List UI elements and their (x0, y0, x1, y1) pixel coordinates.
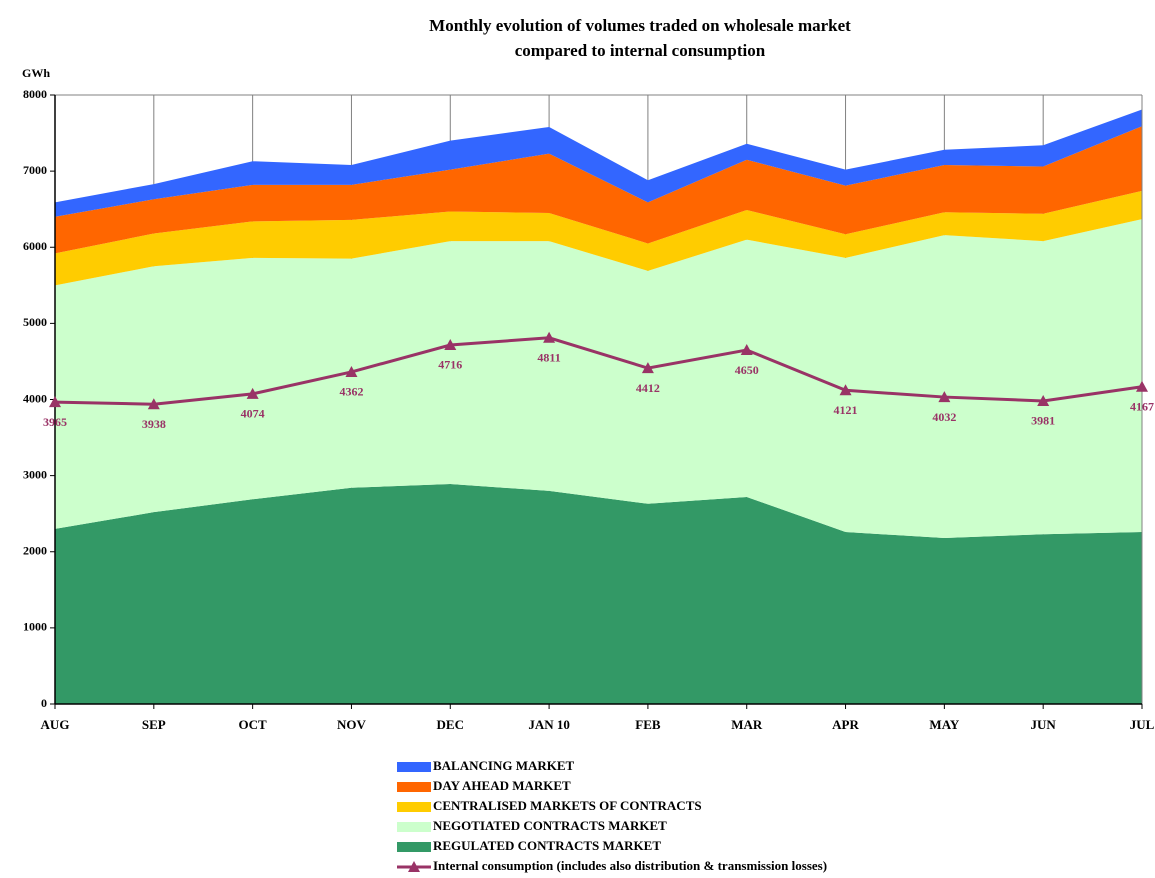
data-label: 4032 (932, 410, 956, 424)
x-tick-label: JAN 10 (528, 717, 570, 732)
y-tick-label: 5000 (23, 315, 47, 329)
line-marker (444, 338, 457, 350)
data-label: 4167 (1130, 400, 1154, 414)
x-tick-label: MAY (929, 717, 959, 732)
legend-label: REGULATED CONTRACTS MARKET (433, 838, 661, 853)
legend-label: NEGOTIATED CONTRACTS MARKET (433, 818, 667, 833)
chart-title: Monthly evolution of volumes traded on w… (429, 16, 851, 35)
line-marker (1037, 394, 1050, 406)
x-tick-label: OCT (239, 717, 268, 732)
x-tick-label: MAR (731, 717, 763, 732)
y-tick-label: 4000 (23, 391, 47, 405)
data-label: 4412 (636, 381, 660, 395)
line-marker (345, 365, 358, 377)
x-tick-label: DEC (437, 717, 464, 732)
data-label: 3938 (142, 417, 166, 431)
y-tick-label: 2000 (23, 544, 47, 558)
line-marker (740, 344, 753, 356)
line-marker (543, 331, 556, 343)
data-label: 4362 (339, 385, 363, 399)
y-tick-label: 8000 (23, 87, 47, 101)
area (55, 109, 1142, 217)
area (55, 219, 1142, 539)
legend-swatch (397, 782, 431, 792)
area (55, 126, 1142, 254)
data-label: 4121 (834, 403, 858, 417)
legend-label: Internal consumption (includes also dist… (433, 858, 827, 873)
line-marker (49, 396, 61, 408)
data-label: 3965 (43, 415, 67, 429)
data-label: 4716 (438, 358, 462, 372)
x-tick-label: FEB (635, 717, 661, 732)
y-axis-label: GWh (22, 66, 50, 80)
legend-label: DAY AHEAD MARKET (433, 778, 571, 793)
line-marker (246, 387, 259, 399)
x-tick-label: NOV (337, 717, 367, 732)
line-marker (641, 362, 654, 374)
legend-swatch (397, 822, 431, 832)
line-marker (1136, 380, 1148, 392)
data-label: 4074 (241, 407, 265, 421)
x-tick-label: JUL (1130, 717, 1155, 732)
chart-title: compared to internal consumption (515, 41, 766, 60)
line-marker (839, 384, 852, 396)
y-tick-label: 7000 (23, 163, 47, 177)
y-tick-label: 0 (41, 696, 47, 710)
x-tick-label: APR (832, 717, 859, 732)
area (55, 483, 1142, 704)
data-label: 3981 (1031, 414, 1055, 428)
y-tick-label: 6000 (23, 239, 47, 253)
area (55, 190, 1142, 286)
y-tick-label: 3000 (23, 467, 47, 481)
data-label: 4650 (735, 363, 759, 377)
data-label: 4811 (537, 351, 560, 365)
legend-swatch (397, 762, 431, 772)
line (54, 336, 1143, 406)
legend-label: BALANCING MARKET (433, 758, 575, 773)
x-tick-label: SEP (142, 717, 166, 732)
legend-swatch (408, 861, 420, 872)
y-tick-label: 1000 (23, 620, 47, 634)
legend-swatch (397, 802, 431, 812)
legend-swatch (397, 842, 431, 852)
x-tick-label: AUG (41, 717, 70, 732)
line-marker (938, 391, 951, 403)
legend-label: CENTRALISED MARKETS OF CONTRACTS (433, 798, 702, 813)
x-tick-label: JUN (1031, 717, 1057, 732)
line-marker (147, 398, 160, 410)
